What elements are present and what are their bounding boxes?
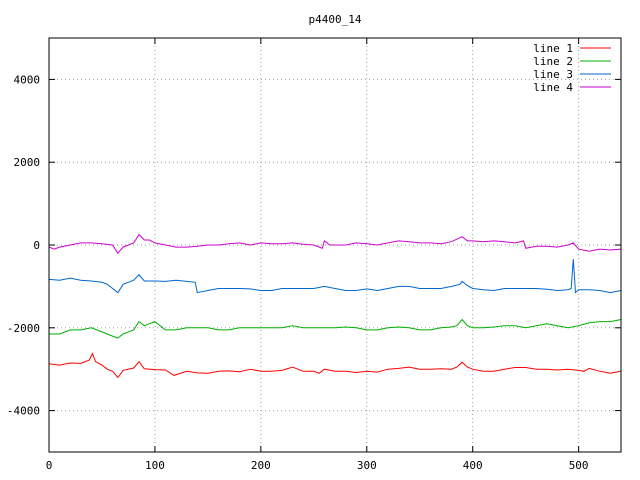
legend-label-4: line 4	[533, 81, 573, 94]
axis-layer: 0 100 200 300 400 500 -4000 -2000 0 2000 4000	[7, 37, 622, 472]
series-line-4	[48, 233, 622, 255]
y-tick-label-0: -4000	[7, 405, 40, 418]
legend-label-1: line 1	[533, 42, 573, 55]
x-tick-label-2: 200	[251, 459, 271, 472]
series-line-2	[49, 318, 622, 339]
chart-title: p4400_14	[309, 13, 362, 26]
series-layer	[48, 233, 622, 379]
x-tick-label-3: 300	[357, 459, 377, 472]
y-tick-label-4: 4000	[14, 73, 41, 86]
y-tick-label-1: -2000	[7, 322, 40, 335]
legend-label-3: line 3	[533, 68, 573, 81]
x-tick-label-5: 500	[569, 459, 589, 472]
y-tick-label-2: 0	[33, 239, 40, 252]
x-tick-label-4: 400	[463, 459, 483, 472]
x-tick-label-0: 0	[46, 459, 53, 472]
legend-label-2: line 2	[533, 55, 573, 68]
series-line-3	[48, 259, 622, 294]
x-tick-label-1: 100	[145, 459, 165, 472]
y-tick-label-3: 2000	[14, 156, 41, 169]
series-line-1	[48, 352, 622, 379]
